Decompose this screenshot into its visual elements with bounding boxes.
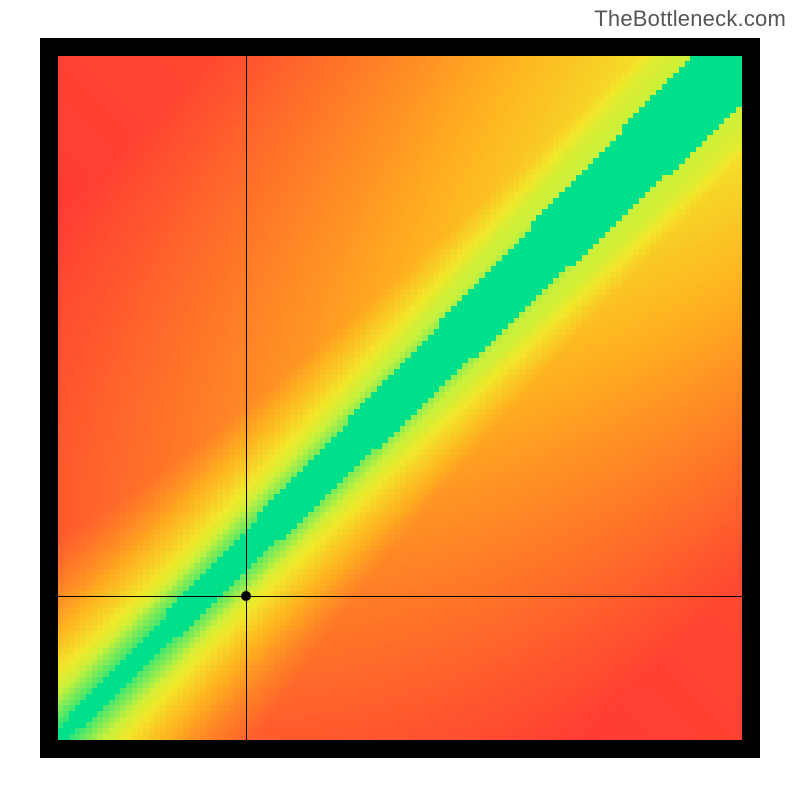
crosshair-horizontal-line	[58, 596, 742, 597]
crosshair-marker-dot	[241, 591, 251, 601]
crosshair-vertical-line	[246, 56, 247, 740]
plot-area	[58, 56, 742, 740]
chart-outer-frame	[40, 38, 760, 758]
bottleneck-heatmap	[58, 56, 742, 740]
watermark-text: TheBottleneck.com	[594, 6, 786, 32]
